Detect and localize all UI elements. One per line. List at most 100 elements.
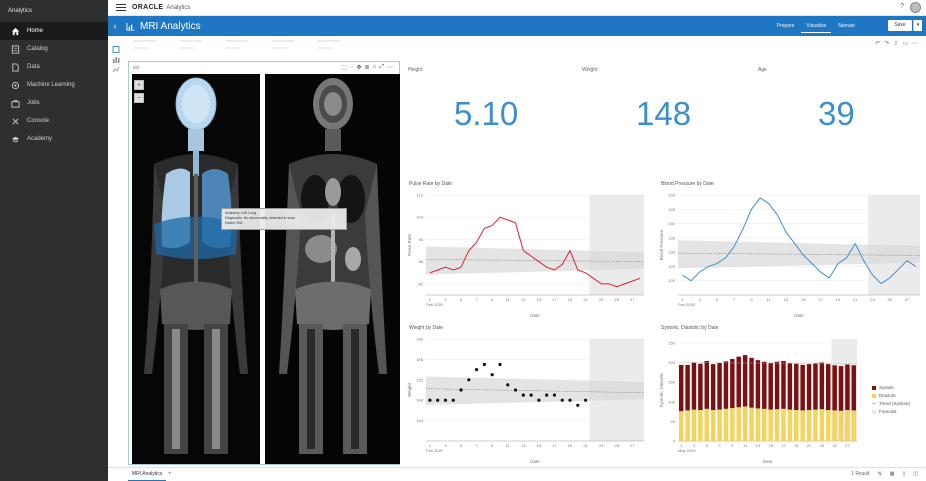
y-tick-label: 125 <box>668 264 675 269</box>
visualizations-panel-icon[interactable] <box>112 50 120 63</box>
data-panel-icon[interactable] <box>112 40 120 53</box>
y-tick-label: 148 <box>416 398 423 403</box>
data-point <box>475 368 479 372</box>
tab-narrate[interactable]: Narrate <box>838 23 855 29</box>
canvas-tab[interactable]: MRI Analytics <box>128 468 167 481</box>
mri-scan-left[interactable] <box>132 74 260 464</box>
filter-placeholder[interactable] <box>180 40 210 49</box>
lasso-icon[interactable]: ◌ <box>349 64 354 70</box>
x-tick-label: 11 <box>506 297 511 302</box>
save-button[interactable]: Save <box>888 20 912 31</box>
x-tick-label: 27 <box>905 297 910 302</box>
chart-blood-pressure[interactable]: Blood Pressure by Date 120 125 130 135 140 14… <box>658 179 926 319</box>
workbook-icon <box>126 22 135 31</box>
bar-diastolic <box>730 408 735 441</box>
nav-item-home[interactable]: Home <box>0 22 108 40</box>
save-dropdown-button[interactable]: ▾ <box>913 20 922 31</box>
console-icon <box>10 116 20 126</box>
filter-placeholder[interactable] <box>318 40 348 49</box>
x-tick-label: 21 <box>583 297 588 302</box>
more-icon[interactable]: ⋯ <box>387 65 393 71</box>
home-view-icon[interactable]: ⌂ <box>372 64 377 70</box>
tab-visualize[interactable]: Visualize <box>801 20 832 33</box>
layers-icon[interactable]: ≣ <box>364 65 370 71</box>
filter-placeholder[interactable] <box>272 40 302 49</box>
tab-prepare[interactable]: Prepare <box>776 23 795 29</box>
legend-label: Forecast <box>879 409 897 414</box>
chart-systolic-diastolic[interactable]: Systolic, Diastolic by Date 0 50 100 150 200… <box>658 323 926 465</box>
mri-scan-right[interactable] <box>265 74 400 464</box>
redo-icon[interactable]: ↷ <box>884 41 890 47</box>
bar-diastolic <box>825 410 831 441</box>
x-tick-label: 1 <box>680 443 683 448</box>
x-tick-label: 19 <box>794 443 799 448</box>
legend-item[interactable]: Diastolic <box>872 393 910 398</box>
pan-icon[interactable]: ✥ <box>356 65 362 71</box>
sort-icon[interactable]: ⇅ <box>877 471 882 477</box>
add-canvas-button[interactable]: + <box>168 471 172 477</box>
bar-diastolic <box>813 409 818 441</box>
analytics-panel-icon[interactable] <box>112 60 120 73</box>
y-tick-label: 0 <box>673 439 676 444</box>
mri-scan-right-image <box>265 74 400 464</box>
status-area: 1 Result ⇅ ▦ ▯ ◫ <box>851 471 918 477</box>
hamburger-menu-icon[interactable] <box>116 3 126 12</box>
back-button[interactable]: ‹ <box>113 21 117 31</box>
x-tick-label: 23 <box>820 443 825 448</box>
confidence-band <box>426 246 644 275</box>
legend-item[interactable]: Forecast <box>872 409 910 414</box>
legend-swatch <box>872 385 876 390</box>
nav-item-academy[interactable]: Academy <box>0 130 108 148</box>
bar-systolic <box>813 363 818 410</box>
data-point <box>506 383 510 387</box>
share-icon[interactable]: ⇪ <box>893 41 899 47</box>
home-icon <box>10 26 20 36</box>
x-tick-label: 13 <box>756 443 761 448</box>
x-tick-label: 23 <box>599 297 604 302</box>
present-icon[interactable]: ▭ <box>902 41 908 47</box>
x-tick-label: 19 <box>568 443 573 448</box>
y-axis-label: Systolic, Diastolic <box>659 372 664 408</box>
bar-diastolic <box>678 411 684 441</box>
more-icon[interactable]: ⋯ <box>912 41 918 47</box>
chart-pulse-rate[interactable]: Pulse Rate by Date 80 88 96 104 112 1 3 5 7 9 11 13… <box>406 179 650 319</box>
x-tick-label: 11 <box>743 443 748 448</box>
zoom-select-icon[interactable]: ⬚ <box>341 65 347 71</box>
zoom-in-button[interactable]: + <box>134 80 144 90</box>
mri-visualization[interactable]: viz ⬚ ◌ ✥ ≣ ⌂ ⤢ ⋯ <box>128 61 400 465</box>
zoom-out-button[interactable]: − <box>134 93 144 103</box>
grid-view-icon[interactable]: ▦ <box>889 471 895 477</box>
x-tick-label: 13 <box>521 297 526 302</box>
y-tick-label: 88 <box>419 259 424 264</box>
bar-diastolic <box>768 409 773 441</box>
tooltip-line: Notes: N/A <box>225 221 243 225</box>
bar-systolic <box>717 362 722 410</box>
help-icon[interactable]: ? <box>900 3 904 10</box>
x-tick-label: 19 <box>568 297 573 302</box>
nav-item-jobs[interactable]: Jobs <box>0 94 108 112</box>
forecast-region <box>589 195 644 295</box>
chart-weight[interactable]: Weight by Date 144 148 152 156 160 1 3 5 7 9 11 13 1… <box>406 323 650 465</box>
x-tick-label: 7 <box>475 297 478 302</box>
split-view-icon[interactable]: ◫ <box>913 471 918 477</box>
legend-item[interactable]: Trend (Systolic) <box>872 401 910 406</box>
chart-legend: Systolic Diastolic Trend (Systolic) Fore… <box>872 385 910 417</box>
undo-icon[interactable]: ↶ <box>875 41 881 47</box>
avatar[interactable] <box>910 2 921 13</box>
nav-item-data[interactable]: Data <box>0 58 108 76</box>
bar-systolic <box>851 365 857 411</box>
filter-placeholder[interactable] <box>134 40 164 49</box>
expand-icon[interactable]: ⤢ <box>379 64 384 70</box>
legend-item[interactable]: Systolic <box>872 385 910 390</box>
x-tick-label: 25 <box>888 297 893 302</box>
filter-placeholder[interactable] <box>226 40 256 49</box>
bar-diastolic <box>723 408 729 441</box>
bar-diastolic <box>749 407 754 441</box>
data-point <box>436 398 440 402</box>
panel-toggle-icon[interactable]: ▯ <box>902 471 906 477</box>
nav-item-catalog[interactable]: Catalog <box>0 40 108 58</box>
bar-systolic <box>749 357 754 408</box>
nav-item-console[interactable]: Console <box>0 112 108 130</box>
nav-item-machine-learning[interactable]: Machine Learning <box>0 76 108 94</box>
